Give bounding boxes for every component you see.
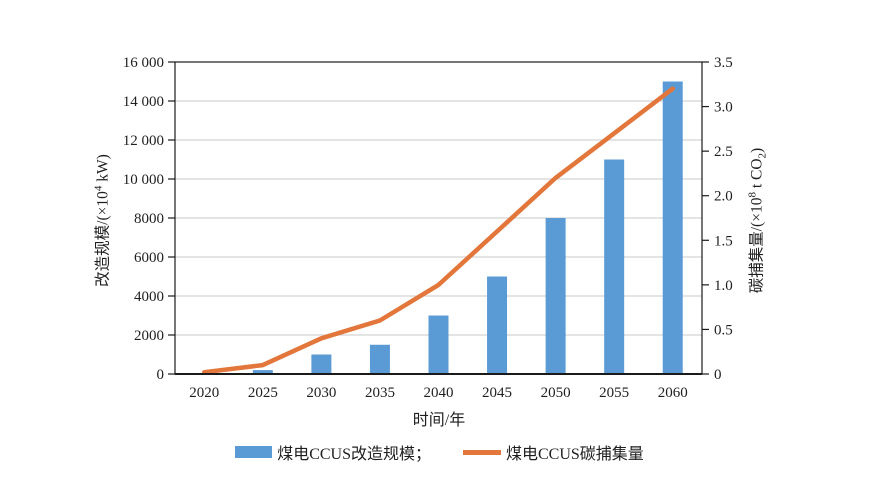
x-category-label: 2060 [658,385,688,401]
y-left-tick-label: 2000 [134,328,164,344]
right-axis-title-sub: 2 [756,152,769,159]
x-category-label: 2030 [306,385,336,401]
right-axis-title: 碳捕集量/(×108 t CO2) [746,61,769,381]
x-category-label: 2025 [248,385,278,401]
x-axis-title: 时间/年 [412,412,466,429]
x-category-label: 2040 [424,385,454,401]
bar [428,315,449,374]
y-left-tick-label: 6000 [134,250,164,266]
x-category-label: 2055 [599,385,629,401]
bar [311,354,332,374]
y-left-tick-label: 14 000 [123,94,164,110]
x-category-label: 2020 [189,385,219,401]
y-right-tick-label: 1.0 [714,278,733,294]
trend-line [202,86,675,375]
x-category-label: 2050 [541,385,571,401]
legend: 煤电CCUS改造规模； 煤电CCUS碳捕集量 [0,441,879,463]
left-axis-title-suffix: kW) [94,154,112,186]
legend-bar-label: 煤电CCUS改造规模； [277,446,431,463]
bar [545,218,566,374]
y-left-tick-label: 10 000 [123,172,164,188]
x-category-label: 2035 [365,385,395,401]
legend-line-label: 煤电CCUS碳捕集量 [506,446,644,463]
left-axis-title: 改造规模/(×104 kW) [92,61,113,381]
legend-line-swatch [463,449,501,455]
y-left-tick-label: 12 000 [123,133,164,149]
y-right-tick-label: 2.5 [714,144,733,160]
right-axis-title-sup: 8 [746,192,759,198]
y-right-tick-label: 1.5 [714,233,733,249]
bar [487,276,508,374]
y-right-tick-label: 3.5 [714,55,733,71]
y-right-tick-label: 3.0 [714,100,733,116]
bar [369,344,390,374]
y-left-tick-label: 4000 [134,289,164,305]
y-left-tick-label: 8000 [134,211,164,227]
y-right-tick-label: 0 [714,367,722,383]
x-category-label: 2045 [482,385,512,401]
y-left-tick-label: 16 000 [123,55,164,71]
bar [604,159,625,374]
y-right-tick-label: 2.0 [714,189,733,205]
y-left-tick-label: 0 [157,367,165,383]
right-axis-title-text: 碳捕集量/(×10 [748,197,766,294]
right-axis-title-mid: t CO [748,158,766,193]
right-axis-title-suffix: ) [748,147,766,153]
left-axis-title-text: 改造规模/(×10 [94,191,112,287]
bar [662,81,683,374]
y-right-tick-label: 0.5 [714,322,733,338]
left-axis-title-sup: 4 [92,185,105,192]
bar [252,370,273,374]
legend-bar-swatch [235,446,273,458]
